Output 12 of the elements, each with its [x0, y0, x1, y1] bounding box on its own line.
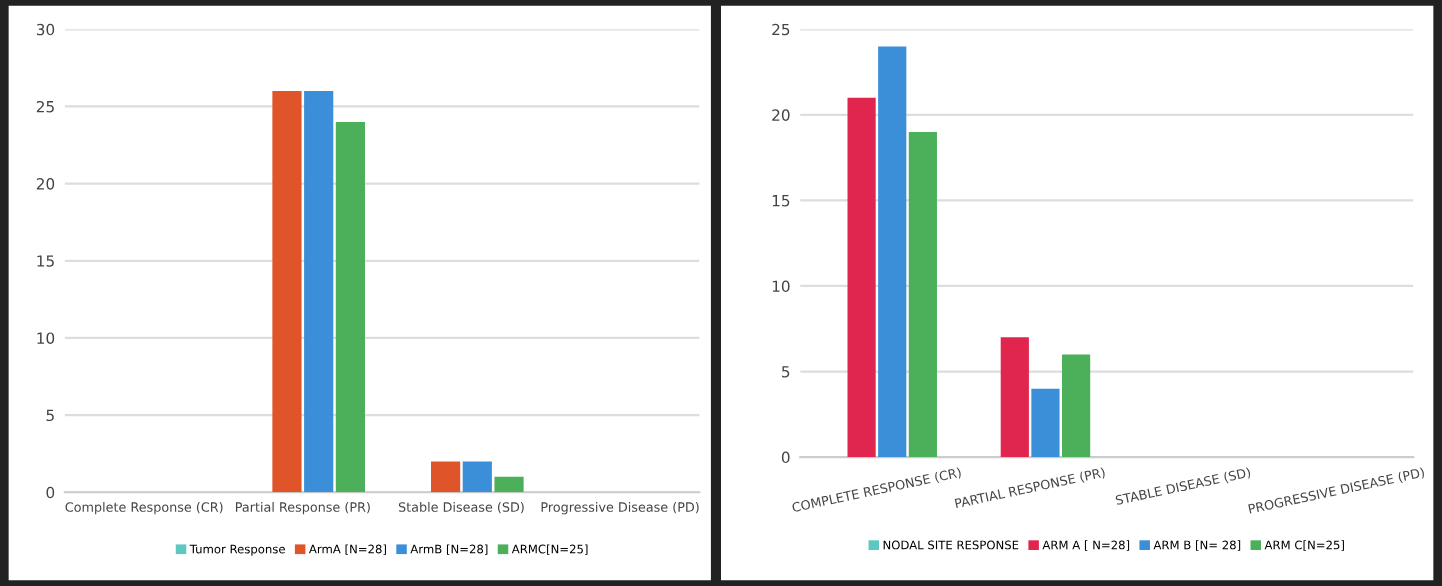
bar: [1000, 337, 1029, 458]
bar: [304, 91, 334, 493]
bar: [272, 91, 302, 493]
bar: [908, 131, 937, 458]
bar: [335, 121, 365, 493]
bar: [847, 97, 876, 458]
bar: [1031, 388, 1060, 458]
bar: [430, 461, 461, 493]
bar: [462, 461, 492, 493]
bar: [494, 476, 524, 493]
bar: [878, 46, 907, 458]
bar: [1062, 354, 1091, 458]
